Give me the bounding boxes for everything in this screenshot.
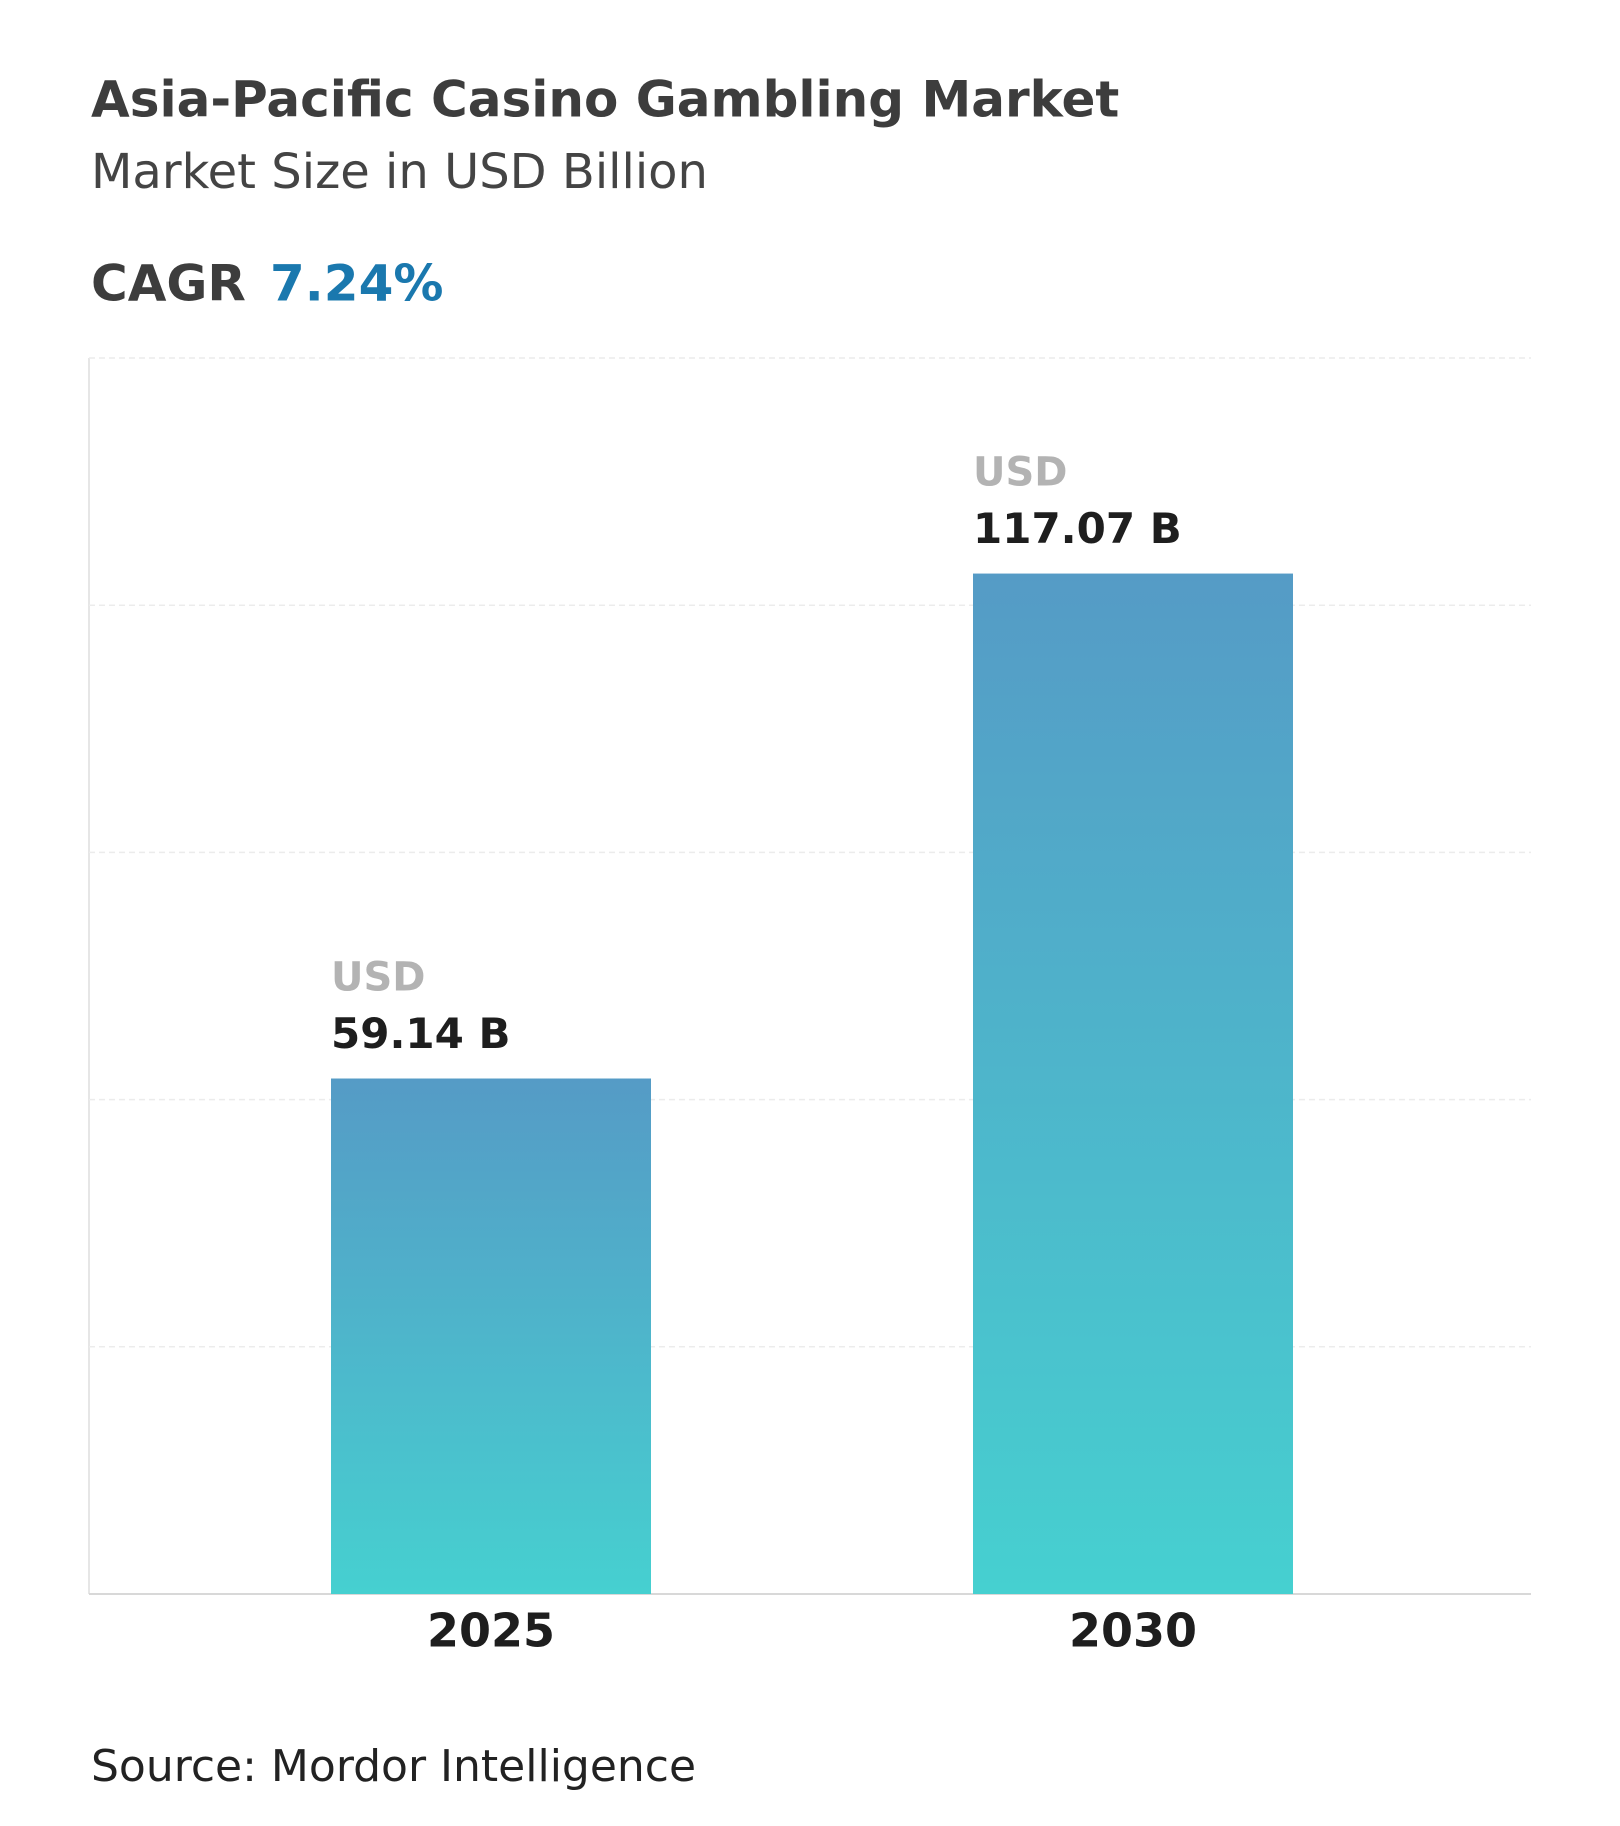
value-label: 117.07 B [973,504,1182,553]
value-prefix: USD [331,955,426,1001]
value-label: 59.14 B [331,1009,510,1058]
value-prefix: USD [973,450,1068,496]
source: Source: Mordor Intelligence [91,1741,696,1792]
cagr-label: CAGR [91,255,246,313]
bar [973,573,1293,1594]
x-tick-label: 2025 [427,1604,555,1658]
x-tick-label: 2030 [1069,1604,1197,1658]
chart-title: Asia-Pacific Casino Gambling Market [91,71,1119,129]
bar [331,1078,651,1594]
chart-subtitle: Market Size in USD Billion [91,144,708,200]
cagr-value: 7.24% [270,255,443,313]
